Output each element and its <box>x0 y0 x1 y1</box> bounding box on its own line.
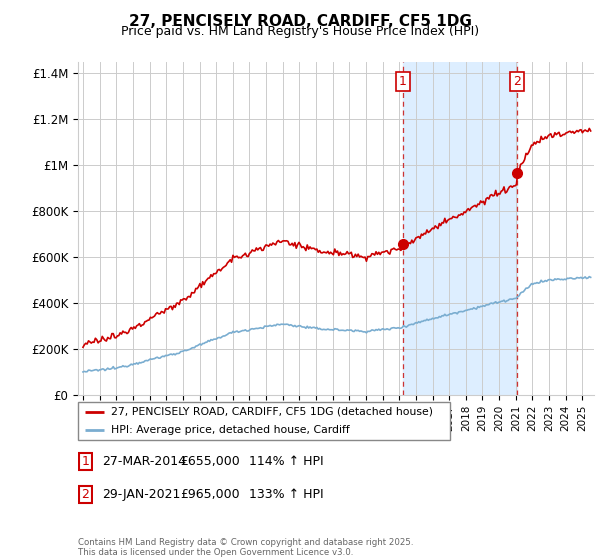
Bar <box>79 486 92 503</box>
Bar <box>403 62 517 395</box>
Text: 2: 2 <box>82 488 89 501</box>
Text: 1: 1 <box>399 75 407 88</box>
Text: 1: 1 <box>82 455 89 468</box>
Text: £655,000: £655,000 <box>180 455 240 468</box>
Text: 114% ↑ HPI: 114% ↑ HPI <box>249 455 323 468</box>
Text: HPI: Average price, detached house, Cardiff: HPI: Average price, detached house, Card… <box>112 425 350 435</box>
Text: 27, PENCISELY ROAD, CARDIFF, CF5 1DG (detached house): 27, PENCISELY ROAD, CARDIFF, CF5 1DG (de… <box>112 407 433 417</box>
Text: 29-JAN-2021: 29-JAN-2021 <box>102 488 181 501</box>
Text: 27-MAR-2014: 27-MAR-2014 <box>102 455 186 468</box>
Text: Contains HM Land Registry data © Crown copyright and database right 2025.
This d: Contains HM Land Registry data © Crown c… <box>78 538 413 557</box>
Text: Price paid vs. HM Land Registry's House Price Index (HPI): Price paid vs. HM Land Registry's House … <box>121 25 479 38</box>
Text: 27, PENCISELY ROAD, CARDIFF, CF5 1DG: 27, PENCISELY ROAD, CARDIFF, CF5 1DG <box>128 14 472 29</box>
Text: 2: 2 <box>513 75 521 88</box>
Text: 133% ↑ HPI: 133% ↑ HPI <box>249 488 323 501</box>
Bar <box>79 452 92 470</box>
Text: £965,000: £965,000 <box>180 488 239 501</box>
